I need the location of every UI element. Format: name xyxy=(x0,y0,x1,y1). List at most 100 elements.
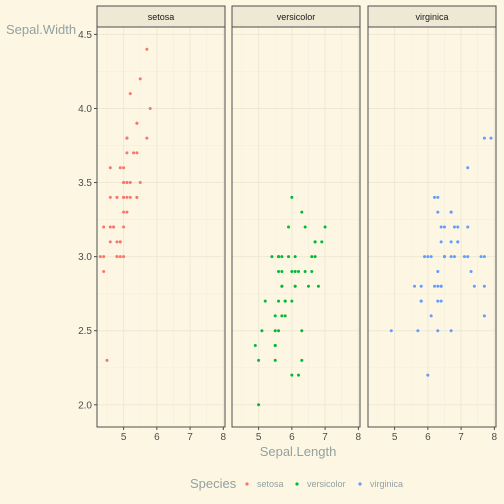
data-point xyxy=(102,225,106,229)
data-point xyxy=(320,240,324,244)
data-point xyxy=(419,284,423,288)
data-point xyxy=(436,299,440,303)
data-point xyxy=(449,210,453,214)
legend-title: Species xyxy=(190,476,237,491)
data-point xyxy=(122,195,126,199)
data-point xyxy=(138,77,142,81)
x-tick-label: 6 xyxy=(154,432,160,443)
panel-border xyxy=(96,26,226,428)
panel-border xyxy=(231,26,361,428)
data-point xyxy=(135,151,139,155)
data-point xyxy=(135,121,139,125)
data-point xyxy=(108,195,112,199)
data-point xyxy=(112,225,116,229)
x-tick-label: 7 xyxy=(322,432,328,443)
data-point xyxy=(280,314,284,318)
data-point xyxy=(102,255,106,259)
data-point xyxy=(273,329,277,333)
data-point xyxy=(482,136,486,140)
data-point xyxy=(115,240,119,244)
data-point xyxy=(277,299,281,303)
data-point xyxy=(323,225,327,229)
data-point xyxy=(472,284,476,288)
facet-strip-label: virginica xyxy=(415,12,448,22)
data-point xyxy=(439,299,443,303)
data-point xyxy=(303,225,307,229)
data-point xyxy=(125,136,129,140)
data-point xyxy=(479,255,483,259)
data-point xyxy=(310,255,314,259)
data-point xyxy=(145,136,149,140)
facet-strip-label: setosa xyxy=(148,12,175,22)
facet-panel-versicolor: versicolor 5 6 7 8 xyxy=(231,5,362,443)
x-tick-label: 7 xyxy=(187,432,193,443)
data-point xyxy=(452,255,456,259)
data-point xyxy=(115,255,119,259)
x-tick-label: 8 xyxy=(221,432,227,443)
data-point xyxy=(122,166,126,170)
data-point xyxy=(466,225,470,229)
data-point xyxy=(253,344,257,348)
legend-key-virginica xyxy=(358,482,362,486)
data-point xyxy=(277,269,281,273)
data-point xyxy=(439,284,443,288)
data-point xyxy=(115,195,119,199)
facet-panel-virginica: virginica 5 6 7 8 xyxy=(367,5,498,443)
data-point xyxy=(290,269,294,273)
legend-key-versicolor xyxy=(295,482,299,486)
data-point xyxy=(277,255,281,259)
data-point xyxy=(300,358,304,362)
x-tick-label: 8 xyxy=(356,432,362,443)
data-point xyxy=(466,166,470,170)
data-point xyxy=(257,403,261,407)
data-point xyxy=(118,240,122,244)
data-point xyxy=(287,255,291,259)
data-point xyxy=(313,240,317,244)
data-point xyxy=(273,314,277,318)
data-point xyxy=(280,269,284,273)
data-point xyxy=(482,314,486,318)
data-point xyxy=(426,255,430,259)
facet-strip-label: versicolor xyxy=(277,12,316,22)
data-point xyxy=(452,225,456,229)
data-point xyxy=(310,269,314,273)
data-point xyxy=(260,329,264,333)
data-point xyxy=(270,255,274,259)
data-point xyxy=(122,181,126,185)
legend-key-setosa xyxy=(245,482,249,486)
data-point xyxy=(122,210,126,214)
data-point xyxy=(436,210,440,214)
data-point xyxy=(482,284,486,288)
data-point xyxy=(293,284,297,288)
y-tick-label: 4.0 xyxy=(78,104,92,115)
data-point xyxy=(456,240,460,244)
data-point xyxy=(145,47,149,51)
data-point xyxy=(429,314,433,318)
data-point xyxy=(118,255,122,259)
data-point xyxy=(293,269,297,273)
data-point xyxy=(128,195,132,199)
data-point xyxy=(293,255,297,259)
data-point xyxy=(466,255,470,259)
data-point xyxy=(102,269,106,273)
data-point xyxy=(300,329,304,333)
data-point xyxy=(122,225,126,229)
data-point xyxy=(98,255,102,259)
data-point xyxy=(313,255,317,259)
data-point xyxy=(273,358,277,362)
panel-background xyxy=(97,27,225,427)
data-point xyxy=(105,358,109,362)
data-point xyxy=(482,255,486,259)
data-point xyxy=(280,255,284,259)
data-point xyxy=(303,269,307,273)
y-tick-label: 2.0 xyxy=(78,400,92,411)
x-tick-label: 5 xyxy=(256,432,262,443)
data-point xyxy=(300,210,304,214)
data-point xyxy=(125,181,129,185)
facet-panel-setosa: setosa 5 6 7 8 xyxy=(96,5,227,443)
data-point xyxy=(439,225,443,229)
data-point xyxy=(257,358,261,362)
data-point xyxy=(456,225,460,229)
